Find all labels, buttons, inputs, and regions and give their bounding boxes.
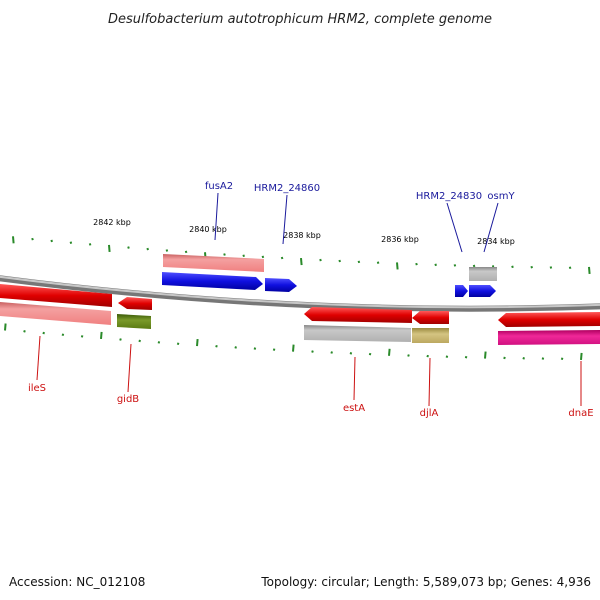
cds-block-djlA[interactable] [412,328,449,343]
scale-label-2834: 2834 kbp [477,237,515,246]
cds-block-fusA2[interactable] [163,254,264,272]
scale-ticks-outer [12,236,591,275]
gene-label-osmY[interactable]: osmY [487,191,515,202]
cds-block-gidB[interactable] [117,314,151,329]
gene-label-djlA[interactable]: djlA [420,408,439,419]
major-tick [100,331,103,340]
minor-tick [272,348,276,351]
minor-tick [42,331,45,335]
minor-tick [69,241,73,244]
minor-tick [253,347,257,350]
cds-block-estA[interactable] [304,325,411,342]
major-tick [396,262,399,270]
scale-ticks-inner [4,323,583,361]
minor-tick [560,357,564,361]
minor-tick [453,264,457,267]
minor-tick [31,237,34,241]
gene-label-HRM2-24860[interactable]: HRM2_24860 [254,183,320,194]
minor-tick [157,341,161,344]
minor-tick [23,330,26,333]
minor-tick [376,261,380,264]
minor-tick [426,354,429,358]
scale-label-2836: 2836 kbp [381,235,419,244]
minor-tick [511,265,514,269]
minor-tick [146,247,149,251]
gene-arrow-fusA2[interactable] [162,272,263,290]
minor-tick [464,355,468,359]
gene-arrow-HRM2-24860[interactable] [265,278,297,292]
minor-tick [223,253,226,256]
minor-tick [61,333,65,337]
minor-tick [522,357,525,360]
major-tick [108,244,111,253]
leader-lines-bottom [36,335,582,407]
scale-label-2842: 2842 kbp [93,218,131,227]
minor-tick [357,260,361,264]
gene-arrow-ileS[interactable] [0,284,112,307]
major-tick [300,257,303,266]
minor-tick [311,350,314,353]
minor-tick [127,246,130,249]
major-tick [4,323,7,331]
minor-tick [445,355,449,358]
minor-tick [503,356,506,360]
major-tick [484,351,487,359]
footer-summary: Topology: circular; Length: 5,589,073 bp… [260,575,591,589]
minor-tick [349,352,353,355]
gene-arrow-dnaE[interactable] [498,312,600,327]
minor-tick [319,258,322,262]
minor-tick [234,346,237,349]
major-tick [580,352,583,360]
minor-tick [530,265,533,269]
footer-accession: Accession: NC_012108 [9,575,145,589]
gene-label-HRM2-24830[interactable]: HRM2_24830 [416,191,482,202]
gene-label-gidB[interactable]: gidB [117,394,139,405]
map-title: Desulfobacterium autotrophicum HRM2, com… [108,12,492,27]
scale-label-2838: 2838 kbp [283,231,321,240]
gene-arrow-estA[interactable] [304,307,412,323]
gene-label-ileS[interactable]: ileS [28,383,46,394]
minor-tick [165,249,169,252]
minor-tick [434,263,437,267]
minor-tick [261,255,265,259]
minor-tick [472,264,476,268]
minor-tick [215,344,218,348]
cds-block-dnaE[interactable] [498,330,600,345]
minor-tick [88,243,92,246]
major-tick [588,266,591,275]
minor-tick [407,354,410,357]
gene-arrow-djlA[interactable] [412,311,449,324]
major-tick [12,236,15,244]
minor-tick [184,250,188,254]
minor-tick [280,256,284,260]
minor-tick [330,351,333,354]
gene-label-fusA2[interactable]: fusA2 [205,181,233,192]
major-tick [292,344,295,352]
minor-tick [541,357,545,360]
minor-tick [549,266,553,269]
scale-label-2840: 2840 kbp [189,225,227,234]
major-tick [388,348,391,356]
gene-arrow-HRM2-24830[interactable] [455,285,468,297]
gene-label-estA[interactable]: estA [343,403,365,414]
minor-tick [415,262,418,266]
minor-tick [368,352,372,356]
gene-arrow-osmY[interactable] [469,285,496,297]
minor-tick [176,342,180,346]
minor-tick [80,335,84,338]
gene-label-dnaE[interactable]: dnaE [568,408,593,419]
leader-lines-top [214,192,499,253]
minor-tick [338,259,341,263]
cds-block-osmY[interactable] [469,267,497,281]
minor-tick [138,339,141,343]
cds-block-ileS[interactable] [0,302,111,325]
minor-tick [50,239,53,243]
gene-arrow-gidB[interactable] [118,297,152,310]
minor-tick [119,338,122,341]
major-tick [196,338,199,347]
minor-tick [568,266,572,270]
genome-backbone [0,275,600,312]
minor-tick [242,254,245,258]
